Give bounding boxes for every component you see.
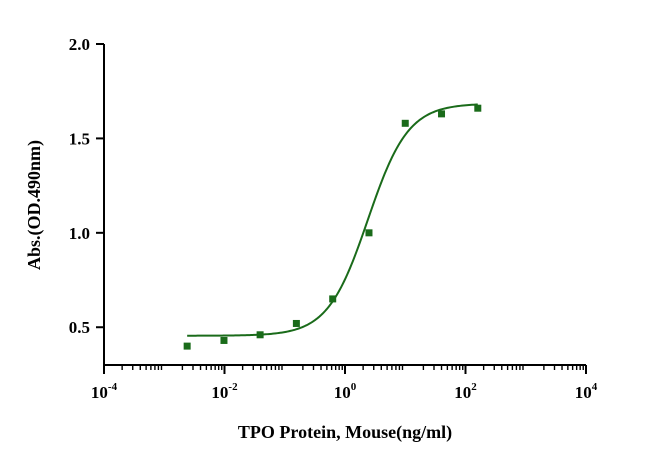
data-point xyxy=(183,342,191,350)
y-axis-ticks: 0.5 1.0 1.5 2.0 xyxy=(69,35,104,337)
y-tick-label: 1.5 xyxy=(69,129,90,148)
x-tick-label-exponent: 2 xyxy=(471,381,477,393)
data-point xyxy=(220,336,228,344)
x-tick-label-base: 10 xyxy=(211,383,228,402)
data-point xyxy=(329,295,337,303)
data-points xyxy=(183,104,482,350)
data-point xyxy=(292,319,300,327)
x-tick-label-exponent: -2 xyxy=(228,381,238,393)
x-tick-label-base: 10 xyxy=(91,383,108,402)
x-tick-label-base: 10 xyxy=(454,383,471,402)
x-tick-label: 10-4 xyxy=(91,381,118,402)
x-tick-label-exponent: -4 xyxy=(108,381,118,393)
x-tick-label: 100 xyxy=(334,381,357,402)
x-tick-label-exponent: 0 xyxy=(351,381,357,393)
data-point xyxy=(438,110,446,118)
y-axis-title: Abs.(OD.490nm) xyxy=(24,140,45,270)
x-tick-label: 102 xyxy=(454,381,477,402)
data-point xyxy=(474,104,482,112)
y-tick-label: 1.0 xyxy=(69,224,90,243)
x-tick-label-base: 10 xyxy=(334,383,351,402)
x-axis-title: TPO Protein, Mouse(ng/ml) xyxy=(238,422,452,443)
plot-area: 0.51.01.52.0 10-4 10-2 100 102 104 xyxy=(69,35,598,402)
data-point xyxy=(365,229,373,237)
x-tick-label: 10-2 xyxy=(211,381,238,402)
y-tick-label: 2.0 xyxy=(69,35,90,54)
x-axis-ticks: 10-4 10-2 100 102 104 xyxy=(91,365,598,402)
x-tick-label-exponent: 4 xyxy=(592,381,598,393)
data-point xyxy=(401,119,409,127)
y-tick-label: 0.5 xyxy=(69,318,90,337)
x-tick-label: 104 xyxy=(575,381,598,402)
data-point xyxy=(256,331,264,339)
x-tick-label-base: 10 xyxy=(575,383,592,402)
